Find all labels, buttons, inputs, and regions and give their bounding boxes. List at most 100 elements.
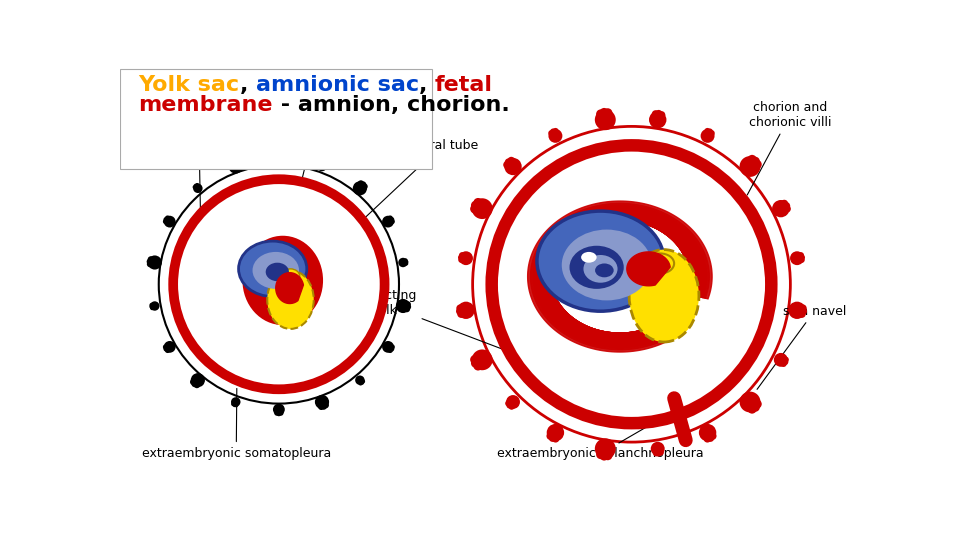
Circle shape bbox=[798, 310, 805, 318]
Circle shape bbox=[595, 438, 615, 459]
Circle shape bbox=[471, 349, 492, 370]
Ellipse shape bbox=[281, 269, 300, 284]
Circle shape bbox=[318, 403, 324, 410]
Circle shape bbox=[701, 129, 714, 143]
Polygon shape bbox=[547, 217, 692, 336]
Circle shape bbox=[739, 392, 760, 413]
Circle shape bbox=[507, 157, 516, 165]
Ellipse shape bbox=[629, 249, 699, 342]
Circle shape bbox=[278, 410, 283, 416]
Circle shape bbox=[355, 375, 365, 385]
Circle shape bbox=[699, 424, 716, 441]
Circle shape bbox=[753, 160, 761, 169]
Circle shape bbox=[471, 359, 480, 368]
Circle shape bbox=[273, 153, 285, 165]
Circle shape bbox=[323, 162, 326, 166]
Text: fetal: fetal bbox=[435, 75, 493, 95]
Circle shape bbox=[278, 153, 283, 158]
Text: skin navel: skin navel bbox=[757, 305, 846, 389]
Circle shape bbox=[548, 130, 555, 136]
Circle shape bbox=[780, 361, 787, 367]
Circle shape bbox=[799, 307, 807, 315]
Circle shape bbox=[788, 302, 805, 319]
Circle shape bbox=[782, 202, 790, 210]
Circle shape bbox=[546, 424, 564, 441]
Polygon shape bbox=[534, 206, 707, 347]
Circle shape bbox=[473, 198, 483, 207]
Circle shape bbox=[405, 303, 411, 310]
Text: neural tube: neural tube bbox=[347, 139, 478, 234]
Circle shape bbox=[552, 435, 560, 443]
Circle shape bbox=[552, 128, 559, 134]
Text: chorion and
chorionic villi: chorion and chorionic villi bbox=[747, 101, 831, 195]
Polygon shape bbox=[528, 201, 712, 352]
Circle shape bbox=[389, 346, 395, 352]
Circle shape bbox=[231, 397, 241, 407]
Circle shape bbox=[228, 160, 235, 166]
Circle shape bbox=[396, 299, 410, 313]
Circle shape bbox=[389, 217, 395, 222]
Circle shape bbox=[751, 402, 760, 412]
Circle shape bbox=[739, 156, 760, 177]
Circle shape bbox=[315, 395, 329, 409]
Circle shape bbox=[276, 411, 281, 416]
Circle shape bbox=[458, 254, 465, 261]
Circle shape bbox=[705, 128, 710, 134]
Circle shape bbox=[751, 157, 760, 166]
Circle shape bbox=[232, 403, 237, 407]
Circle shape bbox=[655, 110, 662, 118]
Ellipse shape bbox=[595, 264, 613, 278]
Circle shape bbox=[388, 348, 393, 353]
Circle shape bbox=[471, 201, 480, 210]
Circle shape bbox=[361, 183, 368, 190]
Circle shape bbox=[599, 108, 609, 117]
Circle shape bbox=[163, 346, 169, 352]
Circle shape bbox=[147, 259, 153, 265]
Circle shape bbox=[472, 126, 790, 442]
FancyBboxPatch shape bbox=[120, 69, 432, 168]
Circle shape bbox=[398, 258, 408, 267]
Circle shape bbox=[150, 305, 154, 309]
Circle shape bbox=[550, 129, 557, 134]
Ellipse shape bbox=[252, 252, 299, 289]
Circle shape bbox=[361, 379, 365, 383]
Circle shape bbox=[708, 432, 716, 440]
Circle shape bbox=[458, 256, 465, 263]
Circle shape bbox=[163, 219, 168, 224]
Circle shape bbox=[275, 153, 279, 158]
Circle shape bbox=[164, 341, 176, 353]
Circle shape bbox=[193, 185, 197, 189]
Circle shape bbox=[165, 348, 170, 353]
Circle shape bbox=[404, 260, 408, 264]
Circle shape bbox=[707, 129, 713, 134]
Ellipse shape bbox=[239, 241, 307, 296]
Ellipse shape bbox=[243, 236, 324, 325]
Text: ,: , bbox=[240, 75, 256, 95]
Circle shape bbox=[275, 410, 279, 416]
Circle shape bbox=[596, 109, 606, 119]
Circle shape bbox=[459, 251, 473, 265]
Circle shape bbox=[505, 400, 512, 407]
Circle shape bbox=[470, 355, 480, 365]
Circle shape bbox=[456, 307, 464, 315]
Circle shape bbox=[649, 111, 666, 129]
Ellipse shape bbox=[584, 255, 617, 283]
Text: connecting
stalk: connecting stalk bbox=[348, 289, 677, 415]
Circle shape bbox=[799, 256, 804, 263]
Circle shape bbox=[748, 155, 756, 164]
Circle shape bbox=[191, 381, 198, 387]
Polygon shape bbox=[539, 211, 701, 343]
Circle shape bbox=[549, 434, 557, 442]
Circle shape bbox=[603, 108, 612, 118]
Circle shape bbox=[511, 164, 753, 404]
Circle shape bbox=[509, 403, 515, 410]
Circle shape bbox=[707, 434, 714, 442]
Circle shape bbox=[317, 162, 326, 171]
Circle shape bbox=[603, 451, 612, 460]
Ellipse shape bbox=[581, 252, 596, 262]
Circle shape bbox=[473, 361, 483, 370]
Circle shape bbox=[321, 403, 327, 410]
Text: extraembryonic somatopleura: extraembryonic somatopleura bbox=[142, 388, 331, 460]
Ellipse shape bbox=[569, 246, 624, 289]
Ellipse shape bbox=[266, 262, 289, 281]
